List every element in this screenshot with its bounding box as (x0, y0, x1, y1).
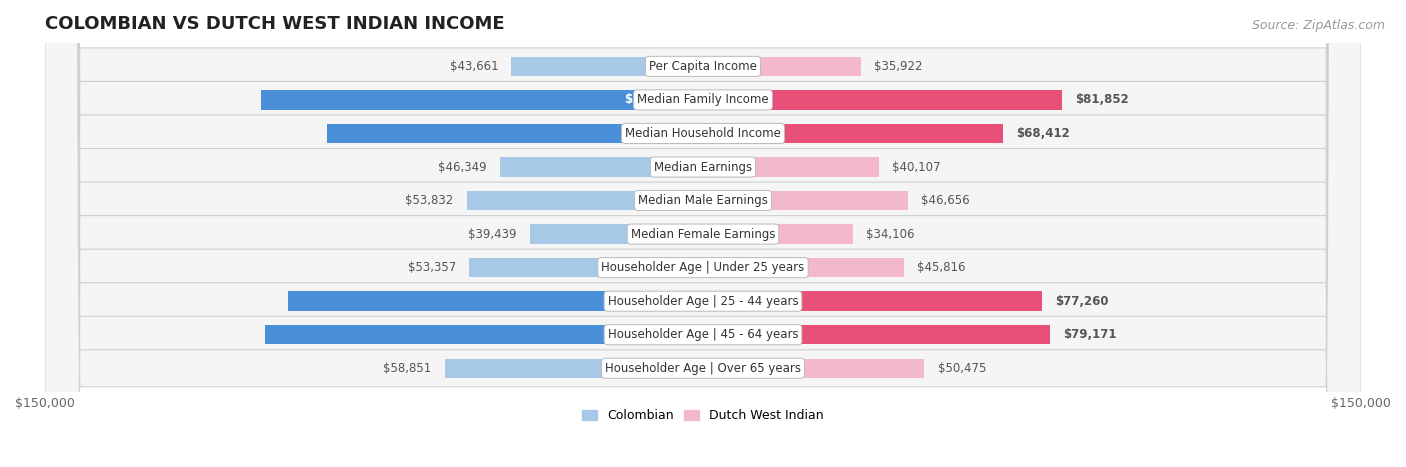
Text: $46,349: $46,349 (437, 161, 486, 174)
FancyBboxPatch shape (45, 0, 1361, 467)
Text: Median Household Income: Median Household Income (626, 127, 780, 140)
Text: Median Family Income: Median Family Income (637, 93, 769, 106)
Bar (499, 157, 703, 177)
Text: $77,260: $77,260 (1054, 295, 1108, 308)
Bar (703, 291, 1042, 311)
FancyBboxPatch shape (45, 0, 1361, 467)
Bar (703, 90, 1062, 110)
Text: Median Female Earnings: Median Female Earnings (631, 227, 775, 241)
Bar (703, 57, 860, 76)
FancyBboxPatch shape (45, 0, 1361, 467)
Text: Median Male Earnings: Median Male Earnings (638, 194, 768, 207)
Text: $35,922: $35,922 (873, 60, 922, 73)
FancyBboxPatch shape (45, 0, 1361, 467)
FancyBboxPatch shape (45, 0, 1361, 467)
Text: $53,357: $53,357 (408, 261, 456, 274)
Bar (288, 291, 703, 311)
Text: Per Capita Income: Per Capita Income (650, 60, 756, 73)
Text: Householder Age | Under 25 years: Householder Age | Under 25 years (602, 261, 804, 274)
FancyBboxPatch shape (45, 0, 1361, 467)
Text: $94,565: $94,565 (631, 295, 686, 308)
Bar (470, 258, 703, 277)
Text: $81,852: $81,852 (1076, 93, 1129, 106)
Bar (512, 57, 703, 76)
Bar (703, 224, 852, 244)
Legend: Colombian, Dutch West Indian: Colombian, Dutch West Indian (578, 404, 828, 427)
Text: $79,171: $79,171 (1063, 328, 1116, 341)
FancyBboxPatch shape (45, 0, 1361, 467)
Text: Householder Age | 45 - 64 years: Householder Age | 45 - 64 years (607, 328, 799, 341)
Text: $43,661: $43,661 (450, 60, 498, 73)
Text: $46,656: $46,656 (921, 194, 970, 207)
Text: $39,439: $39,439 (468, 227, 517, 241)
Text: $34,106: $34,106 (866, 227, 914, 241)
Bar (703, 258, 904, 277)
Text: Householder Age | Over 65 years: Householder Age | Over 65 years (605, 362, 801, 375)
Text: $99,772: $99,772 (631, 328, 686, 341)
Text: $50,475: $50,475 (938, 362, 986, 375)
Bar (467, 191, 703, 210)
Text: $85,716: $85,716 (631, 127, 686, 140)
Text: Source: ZipAtlas.com: Source: ZipAtlas.com (1251, 19, 1385, 32)
Text: COLOMBIAN VS DUTCH WEST INDIAN INCOME: COLOMBIAN VS DUTCH WEST INDIAN INCOME (45, 15, 505, 33)
Bar (703, 124, 1002, 143)
Bar (262, 90, 703, 110)
Bar (703, 359, 924, 378)
Text: Householder Age | 25 - 44 years: Householder Age | 25 - 44 years (607, 295, 799, 308)
FancyBboxPatch shape (45, 0, 1361, 467)
Text: $58,851: $58,851 (384, 362, 432, 375)
Bar (328, 124, 703, 143)
Text: $53,832: $53,832 (405, 194, 454, 207)
FancyBboxPatch shape (45, 0, 1361, 467)
Text: $68,412: $68,412 (1017, 127, 1070, 140)
FancyBboxPatch shape (45, 0, 1361, 467)
Bar (530, 224, 703, 244)
Bar (703, 191, 908, 210)
Bar (703, 157, 879, 177)
Text: Median Earnings: Median Earnings (654, 161, 752, 174)
Bar (444, 359, 703, 378)
Text: $100,750: $100,750 (624, 93, 686, 106)
Bar (703, 325, 1050, 345)
Bar (266, 325, 703, 345)
Text: $40,107: $40,107 (893, 161, 941, 174)
Text: $45,816: $45,816 (917, 261, 966, 274)
